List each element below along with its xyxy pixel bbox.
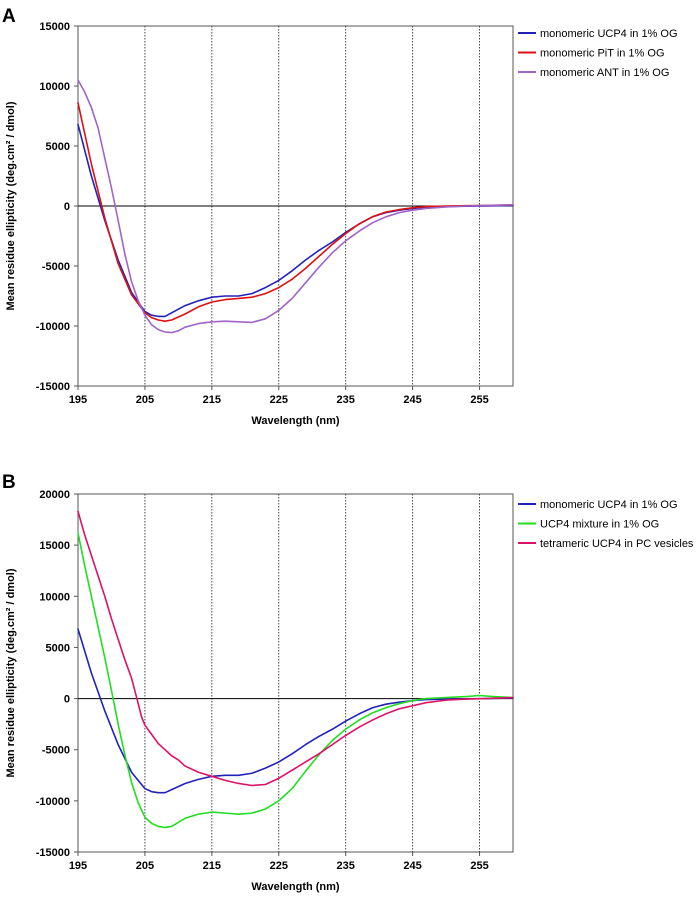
x-tick-label: 255: [470, 860, 488, 872]
y-tick-label: -10000: [36, 321, 70, 333]
y-axis-title: Mean residue ellipticity (deg.cm² / dmol…: [5, 101, 17, 310]
x-tick-label: 215: [203, 860, 221, 872]
y-axis-title: Mean residue ellipticity (deg.cm² / dmol…: [5, 568, 17, 777]
x-axis-title: Wavelength (nm): [251, 415, 340, 427]
x-tick-label: 245: [403, 394, 421, 406]
x-tick-label: 245: [403, 860, 421, 872]
y-tick-label: 5000: [46, 642, 70, 654]
x-axis-title: Wavelength (nm): [251, 881, 340, 893]
plot-frame: [77, 493, 514, 853]
y-tick-label: -15000: [36, 381, 70, 393]
series-line-3: [77, 510, 514, 787]
y-tick-label: 0: [64, 201, 70, 213]
series-line-1: [77, 123, 514, 318]
x-tick-label: 225: [270, 394, 288, 406]
series-line-2: [77, 102, 514, 322]
y-tick-label: -10000: [36, 796, 70, 808]
y-tick-label: 10000: [39, 591, 70, 603]
y-tick-label: -5000: [42, 261, 70, 273]
legend-label: UCP4 mixture in 1% OG: [540, 519, 659, 531]
chart-panel-a: A -15000 -10000 -5000 0 5000 10000 15000 195 205 2…: [2, 6, 678, 427]
legend-label: monomeric UCP4 in 1% OG: [540, 499, 678, 511]
x-tick-label: 205: [136, 860, 154, 872]
x-tick-label: 255: [470, 394, 488, 406]
y-tick-label: -5000: [42, 745, 70, 757]
panel-label: A: [2, 6, 16, 27]
legend-label: monomeric UCP4 in 1% OG: [540, 28, 678, 40]
x-tick-label: 195: [69, 860, 87, 872]
y-tick-label: 15000: [39, 540, 70, 552]
x-tick-label: 215: [203, 394, 221, 406]
legend-label: monomeric PiT in 1% OG: [540, 48, 665, 60]
x-tick-label: 225: [270, 860, 288, 872]
series-line-2: [77, 532, 514, 829]
series-line-3: [77, 79, 514, 334]
y-tick-label: 15000: [39, 21, 70, 33]
x-tick-label: 195: [69, 394, 87, 406]
y-tick-label: 20000: [39, 489, 70, 501]
legend-label: monomeric ANT in 1% OG: [540, 67, 669, 79]
y-tick-label: 5000: [46, 141, 70, 153]
y-tick-label: 0: [64, 694, 70, 706]
x-tick-label: 235: [337, 860, 355, 872]
x-tick-label: 205: [136, 394, 154, 406]
x-tick-label: 235: [337, 394, 355, 406]
y-tick-label: 10000: [39, 81, 70, 93]
panel-label: B: [2, 472, 16, 493]
chart-panel-b: B -15000 -10000 -5000 0 5000 10000 15000 20000 19…: [2, 472, 694, 893]
y-tick-label: -15000: [36, 847, 70, 859]
legend-label: tetrameric UCP4 in PC vesicles: [540, 538, 694, 550]
